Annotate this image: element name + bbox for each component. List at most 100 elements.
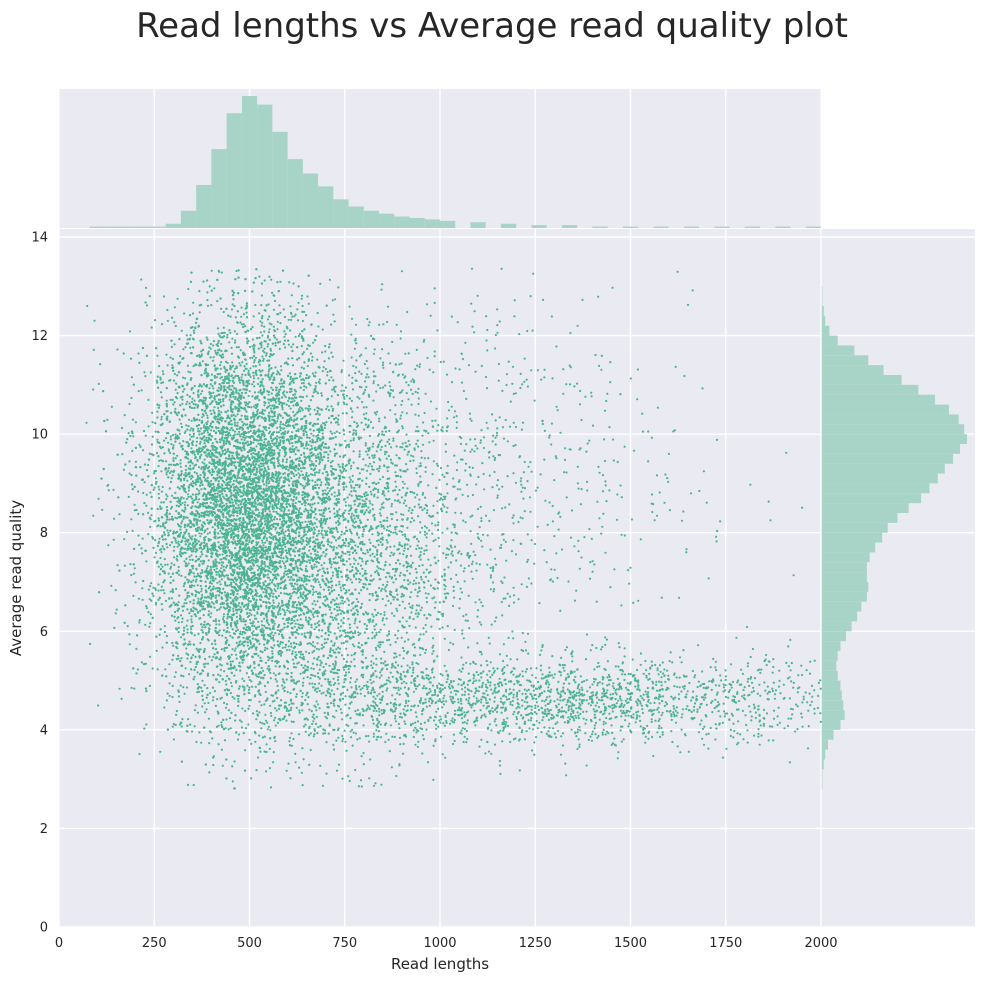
scatter-point [249,587,252,591]
length-histogram-bar [592,226,608,228]
scatter-point [358,472,361,475]
scatter-point [289,494,292,497]
scatter-point [334,556,337,559]
scatter-point [251,631,254,635]
scatter-point [185,652,188,655]
scatter-point [232,395,235,398]
scatter-point [193,471,196,474]
scatter-point [205,600,208,603]
scatter-point [235,615,238,618]
scatter-point [200,587,203,591]
scatter-point [287,357,290,360]
scatter-point [295,508,299,511]
scatter-point [197,632,200,636]
scatter-point [185,497,188,501]
scatter-point [186,594,189,597]
scatter-point [157,517,160,520]
scatter-point [391,595,394,599]
scatter-point [156,668,159,671]
scatter-point [312,713,315,716]
scatter-point [183,312,186,315]
scatter-point [209,615,212,619]
scatter-point [214,349,217,352]
quality-histogram-bar [821,680,841,691]
scatter-point [131,449,134,452]
scatter-point [220,350,223,353]
scatter-point [174,619,177,622]
scatter-point [236,566,239,569]
scatter-point [189,723,192,726]
scatter-point [144,286,148,289]
scatter-point [252,460,255,464]
scatter-point [149,518,152,521]
scatter-point [284,333,287,336]
scatter-point [284,346,287,349]
scatter-point [179,636,183,639]
scatter-point [170,463,173,466]
scatter-point [262,464,265,467]
scatter-point [267,393,270,396]
scatter-point [171,515,174,518]
length-histogram-bar [287,159,303,228]
scatter-point [295,653,298,657]
scatter-point [187,287,190,291]
scatter-point [282,473,285,476]
scatter-point [202,599,205,602]
scatter-point [171,357,174,360]
quality-histogram-bar [821,720,841,730]
scatter-point [332,313,335,316]
scatter-point [257,654,260,657]
scatter-point [201,413,204,416]
scatter-point [267,440,270,443]
scatter-point [319,659,322,662]
quality-histogram-bar [821,335,838,346]
scatter-point [296,308,299,311]
scatter-point [174,324,177,328]
scatter-point [251,457,254,460]
scatter-point [291,364,295,367]
scatter-point [160,470,163,473]
scatter-point [251,595,254,598]
scatter-point [257,347,260,350]
scatter-point [321,432,324,435]
scatter-point [165,498,168,501]
scatter-point [147,533,150,536]
scatter-point [168,471,171,475]
scatter-point [149,613,152,616]
scatter-point [257,484,260,487]
scatter-point [214,618,217,621]
scatter-point [224,394,227,397]
scatter-point [184,508,187,511]
scatter-point [216,473,219,476]
scatter-point [248,738,251,741]
scatter-point [281,460,284,463]
scatter-point [277,513,280,516]
scatter-point [153,319,157,322]
scatter-point [129,357,133,360]
scatter-point [153,472,156,475]
scatter-point [197,452,200,456]
quality-histogram-bar [821,601,862,612]
scatter-point [302,388,305,392]
scatter-point [169,356,172,359]
scatter-point [204,399,207,402]
quality-histogram-bar [821,355,869,366]
scatter-point [230,308,234,311]
scatter-point [251,338,255,341]
scatter-point [245,311,248,314]
scatter-point [183,532,187,535]
scatter-point [170,505,174,509]
length-histogram-bar [272,131,288,228]
quality-histogram-bar [821,651,838,661]
scatter-point [168,518,171,521]
scatter-point [237,430,241,433]
scatter-point [370,704,373,707]
scatter-point [257,552,260,555]
scatter-point [216,571,219,574]
scatter-point [138,443,141,446]
scatter-point [263,325,266,328]
scatter-point [235,641,238,644]
scatter-point [231,695,234,699]
scatter-point [134,421,137,424]
scatter-point [226,543,229,546]
